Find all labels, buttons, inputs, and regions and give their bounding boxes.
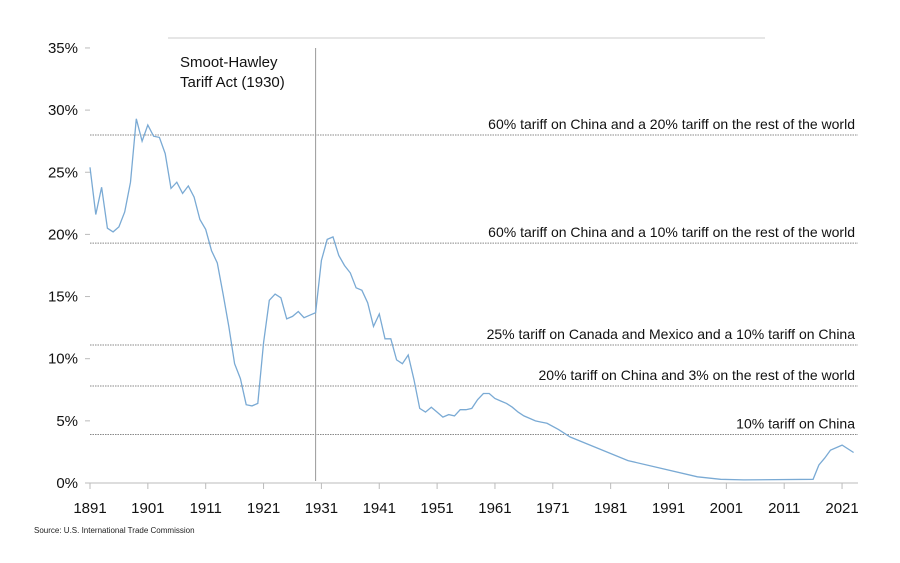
x-tick-label: 1971 <box>536 500 569 517</box>
x-tick-label: 1991 <box>652 500 685 517</box>
x-tick-label: 1951 <box>420 500 453 517</box>
y-tick-label: 35% <box>48 40 78 57</box>
reference-line-label: 10% tariff on China <box>736 416 855 432</box>
reference-line-label: 25% tariff on Canada and Mexico and a 10… <box>487 326 856 342</box>
reference-line-label: 20% tariff on China and 3% on the rest o… <box>539 367 856 383</box>
marker-label: Tariff Act (1930) <box>180 74 285 91</box>
x-tick-label: 2011 <box>768 500 800 517</box>
reference-line-label: 60% tariff on China and a 20% tariff on … <box>488 116 855 132</box>
x-tick-label: 1981 <box>594 500 627 517</box>
x-tick-label: 1931 <box>305 500 338 517</box>
y-tick-label: 10% <box>48 351 78 368</box>
x-tick-label: 1961 <box>478 500 511 517</box>
x-tick-label: 2021 <box>825 500 858 517</box>
x-tick-label: 1891 <box>73 500 106 517</box>
series-line <box>89 118 854 481</box>
x-tick-label: 1901 <box>131 500 164 517</box>
x-tick-label: 1921 <box>247 500 280 517</box>
y-tick-label: 30% <box>48 102 78 119</box>
y-tick-label: 15% <box>48 289 78 306</box>
y-tick-label: 5% <box>56 413 78 430</box>
x-tick-label: 1911 <box>190 500 222 517</box>
source-note: Source: U.S. International Trade Commiss… <box>34 526 195 535</box>
x-tick-label: 2001 <box>710 500 743 517</box>
marker-label: Smoot-Hawley <box>180 54 278 71</box>
y-tick-label: 20% <box>48 226 78 243</box>
reference-line-label: 60% tariff on China and a 10% tariff on … <box>488 224 855 240</box>
y-tick-label: 0% <box>56 475 78 492</box>
x-tick-label: 1941 <box>363 500 396 517</box>
y-tick-label: 25% <box>48 164 78 181</box>
